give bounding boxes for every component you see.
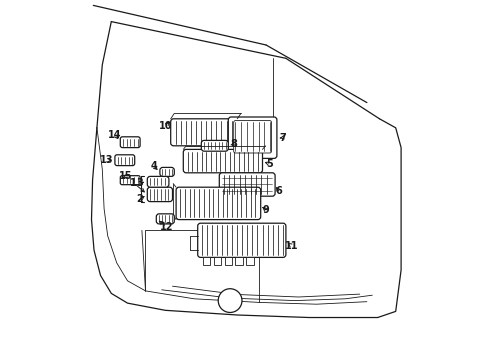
FancyBboxPatch shape — [120, 176, 140, 185]
Bar — [235, 257, 242, 265]
Text: 15: 15 — [119, 171, 132, 181]
Text: 13: 13 — [100, 155, 114, 165]
Circle shape — [218, 289, 242, 312]
FancyBboxPatch shape — [156, 214, 174, 224]
FancyBboxPatch shape — [176, 187, 260, 220]
FancyBboxPatch shape — [160, 167, 174, 176]
Text: 2: 2 — [137, 194, 143, 204]
FancyBboxPatch shape — [233, 121, 271, 153]
Bar — [246, 257, 253, 265]
Text: 4: 4 — [150, 161, 157, 171]
FancyBboxPatch shape — [183, 149, 262, 173]
FancyBboxPatch shape — [115, 155, 134, 166]
Text: 14: 14 — [108, 130, 122, 140]
Bar — [224, 257, 231, 265]
FancyBboxPatch shape — [170, 119, 237, 146]
Text: 10: 10 — [159, 121, 172, 131]
FancyBboxPatch shape — [201, 140, 228, 151]
Text: 8: 8 — [230, 139, 237, 149]
Text: 6: 6 — [275, 186, 282, 196]
FancyBboxPatch shape — [147, 176, 168, 187]
Bar — [203, 257, 210, 265]
FancyBboxPatch shape — [219, 173, 275, 196]
Text: 5: 5 — [266, 159, 272, 169]
FancyBboxPatch shape — [197, 223, 285, 257]
Text: 12: 12 — [160, 222, 173, 232]
Text: 3: 3 — [137, 178, 143, 188]
FancyBboxPatch shape — [147, 187, 172, 202]
FancyBboxPatch shape — [120, 137, 140, 148]
Text: 9: 9 — [262, 204, 268, 215]
Text: 11: 11 — [284, 240, 298, 251]
Text: 7: 7 — [279, 132, 286, 143]
Bar — [213, 257, 221, 265]
FancyBboxPatch shape — [228, 117, 276, 158]
Text: 1: 1 — [130, 178, 137, 188]
